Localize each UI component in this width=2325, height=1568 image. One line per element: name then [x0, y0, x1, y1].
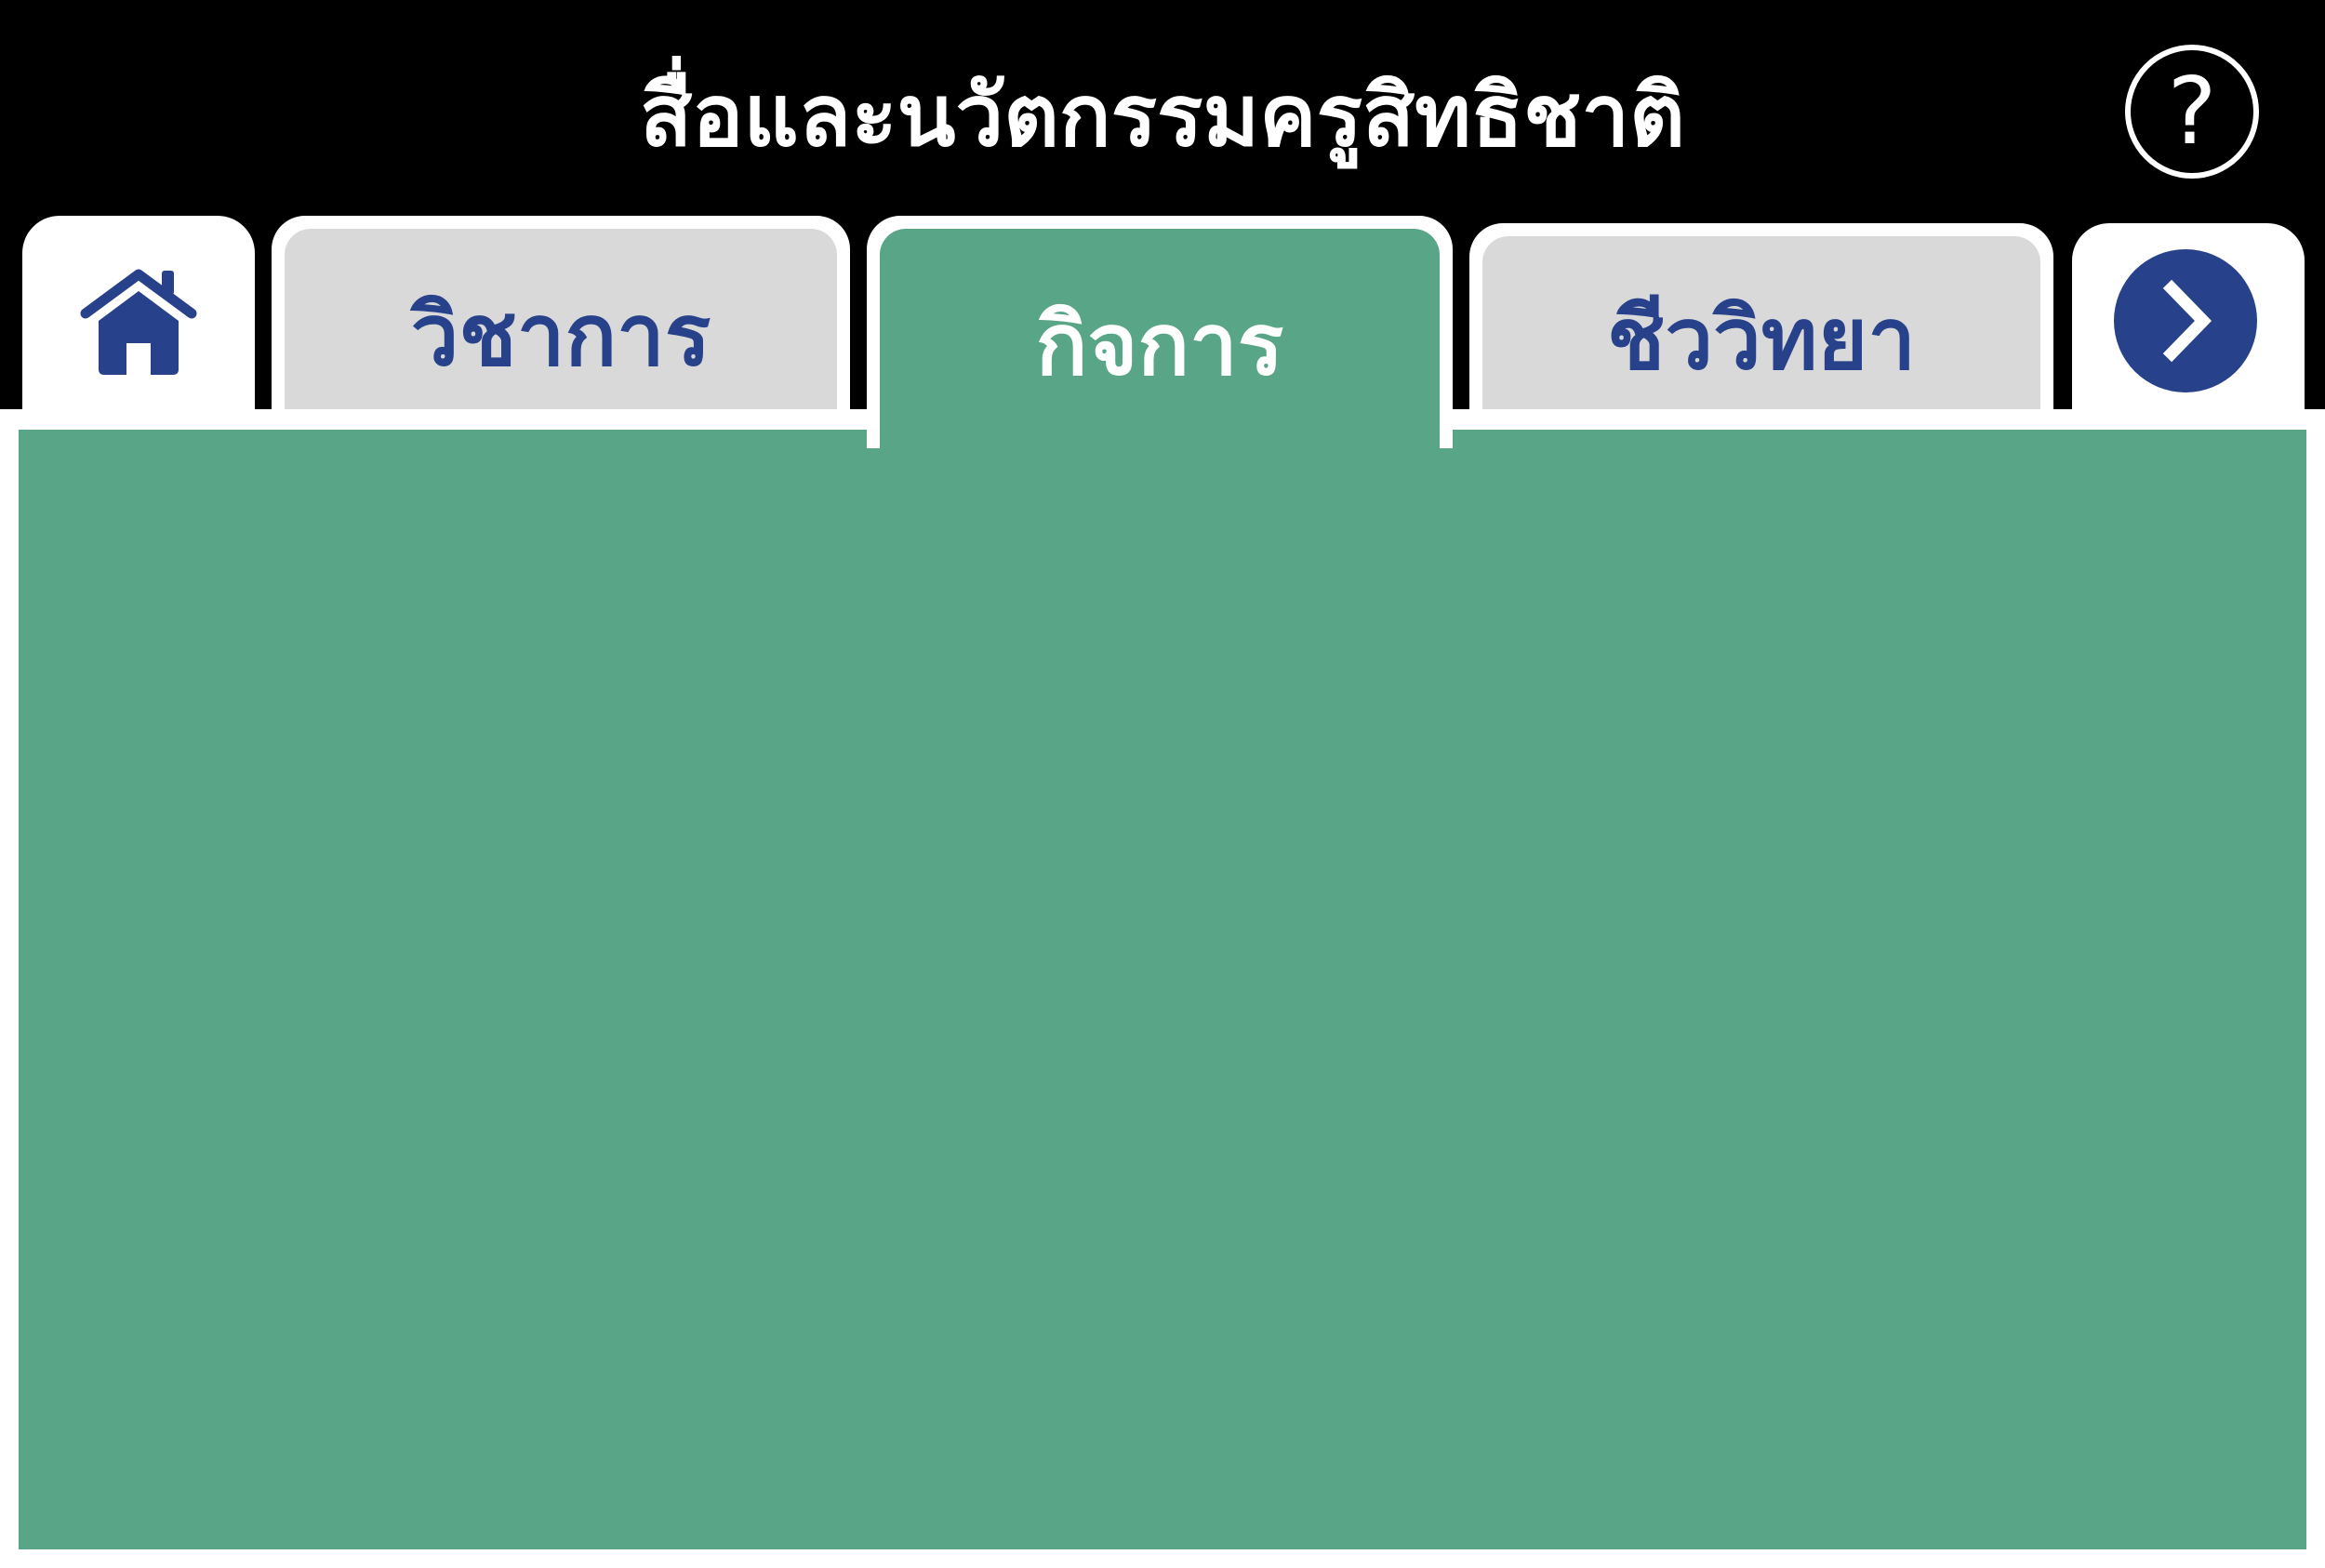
help-button[interactable]: ?	[2125, 45, 2259, 179]
home-icon	[80, 269, 197, 375]
tab-academic-label: วิชาการ	[410, 285, 711, 385]
tab-biology-label: ชีววิทยา	[1607, 288, 1916, 389]
chevron-right-icon	[2162, 279, 2212, 363]
content-frame	[0, 409, 2325, 1568]
content-panel	[19, 430, 2306, 1549]
header-bar: สื่อและนวัตกรรมครูสิทธิชาติ ?	[0, 0, 2325, 214]
tab-academic-body: วิชาการ	[285, 229, 837, 430]
tab-academic[interactable]: วิชาการ	[272, 216, 850, 430]
tab-biology[interactable]: ชีววิทยา	[1469, 223, 2053, 430]
next-button[interactable]	[2114, 249, 2257, 392]
tab-home[interactable]	[22, 216, 255, 430]
tab-activities-label: กิจการ	[1035, 294, 1284, 394]
tab-biology-body: ชีววิทยา	[1482, 236, 2040, 430]
tab-next[interactable]	[2072, 223, 2305, 430]
active-tab-connector	[880, 409, 1440, 446]
app-title: สื่อและนวัตกรรมครูสิทธิชาติ	[640, 66, 1685, 166]
